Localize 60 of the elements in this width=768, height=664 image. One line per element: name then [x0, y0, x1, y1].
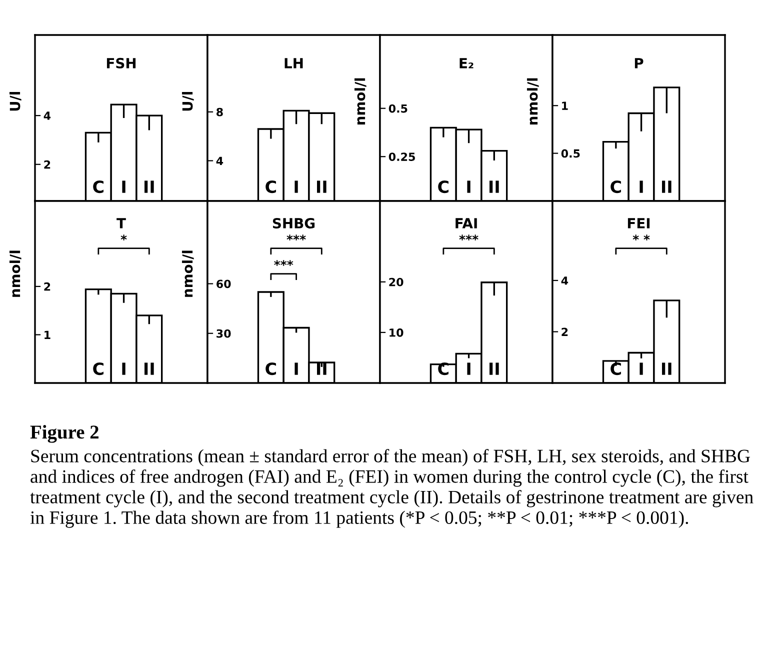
- x-tick-label: I: [467, 362, 470, 375]
- text: SHBG: [272, 218, 315, 228]
- annotation: * *: [632, 234, 650, 240]
- x-tick-label: II: [662, 362, 672, 375]
- x-tick-label: II: [144, 180, 154, 193]
- x-tick-label: C: [610, 180, 621, 194]
- x-tick-label: II: [489, 180, 499, 193]
- text: LH: [284, 58, 303, 68]
- y-tick-label: 0.5: [388, 104, 408, 113]
- text: E₂: [460, 58, 474, 68]
- x-tick-label: I: [122, 362, 126, 375]
- text: FSH: [106, 58, 136, 68]
- x-tick-label: I: [122, 180, 126, 193]
- x-tick-label: II: [662, 180, 672, 193]
- x-tick-label: C: [93, 180, 104, 194]
- y-tick-label: 60: [216, 280, 231, 288]
- y-axis-title: nmol/l: [182, 250, 194, 297]
- x-tick-label: I: [467, 180, 470, 193]
- y-tick-label: 0.5: [561, 149, 580, 158]
- x-tick-label: C: [266, 362, 276, 376]
- annotation: ***: [286, 234, 306, 240]
- caption: Figure 2: [30, 425, 98, 443]
- y-tick-label: 1: [562, 102, 568, 110]
- y-tick-label: 4: [216, 156, 224, 165]
- text: Serum concentrations (mean ± standard error of the mean) of FSH, LH, sex steroids, and SHBG and indices of free androgen (FAI) and E₂ (FEI) in women during the control cycle (C), the first treatment cycle (I), and the second treatment cycle (II). Details of gestrinone treatment are given in Figure 1. The data shown are from 11 patients (*P < 0.05; **P < 0.01; ***P < 0.001).: [30, 449, 754, 528]
- x-tick-label: I: [294, 362, 298, 375]
- y-tick-label: 8: [216, 108, 223, 116]
- x-tick-label: I: [640, 362, 643, 375]
- x-tick-label: I: [640, 180, 643, 193]
- annotation: ***: [274, 260, 294, 266]
- y-tick-label: 4: [44, 112, 51, 120]
- text: T: [116, 218, 126, 228]
- y-tick-label: 2: [44, 160, 50, 169]
- y-tick-label: 20: [389, 278, 404, 286]
- y-tick-label: 2: [562, 328, 568, 336]
- y-tick-label: 2: [44, 282, 50, 291]
- x-tick-label: I: [294, 180, 298, 193]
- y-tick-label: 1: [44, 330, 50, 339]
- x-tick-label: C: [610, 362, 621, 376]
- y-tick-label: 0.25: [388, 152, 415, 161]
- y-tick-label: 10: [390, 328, 404, 337]
- annotation: *: [120, 234, 127, 240]
- x-tick-label: C: [438, 180, 448, 194]
- y-axis-title: nmol/l: [526, 78, 539, 124]
- y-axis-title: U/l: [182, 92, 194, 111]
- x-tick-label: C: [266, 180, 276, 194]
- x-tick-label: II: [316, 362, 326, 375]
- y-tick-label: 4: [561, 276, 568, 285]
- x-tick-label: II: [316, 180, 326, 193]
- y-tick-label: 30: [216, 329, 231, 338]
- y-axis-title: nmol/l: [354, 78, 366, 124]
- text: FAI: [456, 218, 477, 228]
- x-tick-label: II: [489, 362, 499, 375]
- y-axis-title: U/l: [9, 92, 22, 111]
- text: P: [634, 58, 644, 68]
- x-tick-label: C: [93, 362, 104, 376]
- text: FEI: [628, 218, 650, 228]
- y-axis-title: nmol/l: [9, 250, 22, 297]
- x-tick-label: II: [144, 362, 154, 375]
- annotation: ***: [459, 234, 478, 240]
